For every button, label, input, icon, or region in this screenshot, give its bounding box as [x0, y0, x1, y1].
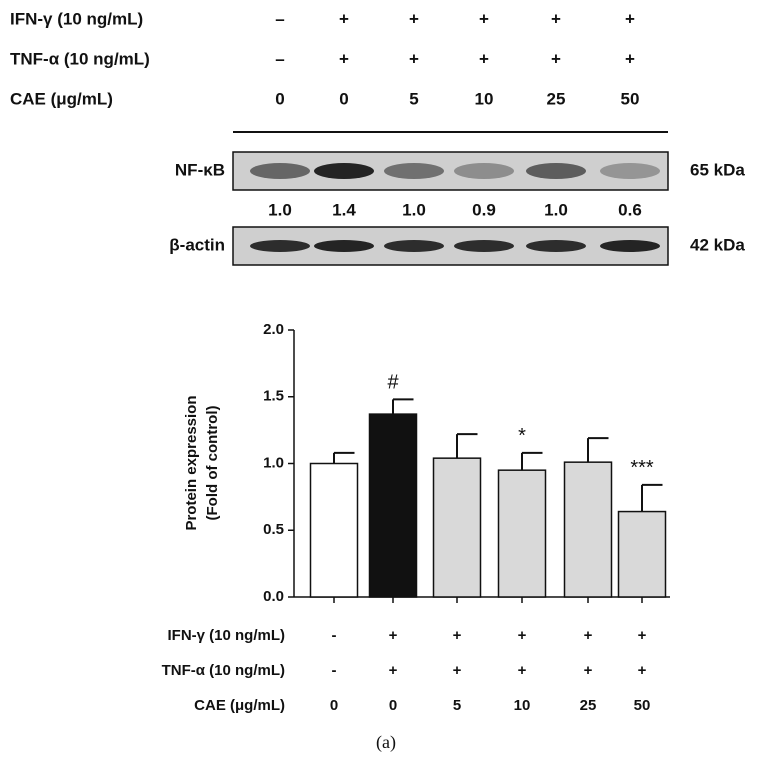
treatment-value: +	[638, 662, 647, 679]
treatment-value: 10	[514, 697, 531, 714]
blot-panel	[232, 151, 669, 191]
band	[600, 163, 660, 179]
treatment-value: +	[479, 9, 489, 28]
treatment-value: 0	[330, 697, 338, 714]
band-label: NF-κB	[175, 160, 225, 179]
treatment-label: CAE (μg/mL)	[194, 697, 285, 714]
treatment-value: +	[584, 627, 593, 644]
caption: (a)	[376, 732, 396, 753]
significance: #	[387, 372, 399, 394]
treatment-value: +	[409, 9, 419, 28]
y-tick-label: 0.0	[263, 588, 284, 605]
treatment-value: +	[625, 9, 635, 28]
treatment-value: +	[518, 627, 527, 644]
y-axis-label: Protein expression	[183, 395, 200, 530]
bar	[368, 413, 418, 598]
band	[250, 240, 310, 252]
band	[454, 163, 514, 179]
treatment-label: TNF-α (10 ng/mL)	[162, 662, 285, 679]
treatment-value: +	[453, 627, 462, 644]
treatment-value: +	[638, 627, 647, 644]
band-size: 42 kDa	[690, 235, 745, 254]
band	[314, 163, 374, 179]
significance: *	[518, 425, 526, 447]
treatment-value: +	[479, 49, 489, 68]
y-tick-label: 1.0	[263, 454, 284, 471]
bar	[497, 469, 547, 598]
treatment-value: +	[584, 662, 593, 679]
treatment-value: +	[339, 49, 349, 68]
band-ratio: 0.6	[618, 200, 642, 219]
band	[600, 240, 660, 252]
band-size: 65 kDa	[690, 160, 745, 179]
y-tick-label: 1.5	[263, 388, 284, 405]
band-ratio: 0.9	[472, 200, 496, 219]
band-ratio: 1.0	[402, 200, 426, 219]
treatment-value: +	[339, 9, 349, 28]
treatment-value: 25	[547, 89, 566, 108]
band	[384, 240, 444, 252]
treatment-value: -	[332, 627, 337, 644]
significance: ***	[630, 457, 654, 479]
y-tick-label: 0.5	[263, 521, 284, 538]
band	[384, 163, 444, 179]
treatment-label: TNF-α (10 ng/mL)	[10, 49, 150, 68]
y-tick-label: 2.0	[263, 321, 284, 338]
band-ratio: 1.0	[268, 200, 292, 219]
treatment-value: 5	[453, 697, 461, 714]
treatment-value: 50	[621, 89, 640, 108]
band-label: β-actin	[169, 235, 225, 254]
treatment-value: –	[275, 49, 284, 68]
treatment-value: +	[409, 49, 419, 68]
bar	[432, 457, 482, 598]
treatment-value: -	[332, 662, 337, 679]
band-ratio: 1.0	[544, 200, 568, 219]
treatment-value: +	[389, 627, 398, 644]
treatment-value: 5	[409, 89, 418, 108]
treatment-value: +	[389, 662, 398, 679]
treatment-value: 0	[339, 89, 348, 108]
treatment-value: +	[625, 49, 635, 68]
band	[314, 240, 374, 252]
treatment-value: +	[453, 662, 462, 679]
band	[250, 163, 310, 179]
band-ratio: 1.4	[332, 200, 356, 219]
treatment-value: 25	[580, 697, 597, 714]
bar	[309, 462, 359, 598]
treatment-value: +	[551, 9, 561, 28]
band	[526, 163, 586, 179]
band	[454, 240, 514, 252]
band	[526, 240, 586, 252]
treatment-label: CAE (μg/mL)	[10, 89, 113, 108]
treatment-value: +	[518, 662, 527, 679]
y-axis-label: (Fold of control)	[204, 406, 221, 521]
treatment-label: IFN-γ (10 ng/mL)	[10, 9, 143, 28]
treatment-value: –	[275, 9, 284, 28]
treatment-value: 0	[389, 697, 397, 714]
treatment-value: 50	[634, 697, 651, 714]
bar	[563, 461, 613, 598]
treatment-label: IFN-γ (10 ng/mL)	[167, 627, 285, 644]
treatment-value: 10	[475, 89, 494, 108]
treatment-value: 0	[275, 89, 284, 108]
treatment-value: +	[551, 49, 561, 68]
bar	[617, 510, 667, 598]
